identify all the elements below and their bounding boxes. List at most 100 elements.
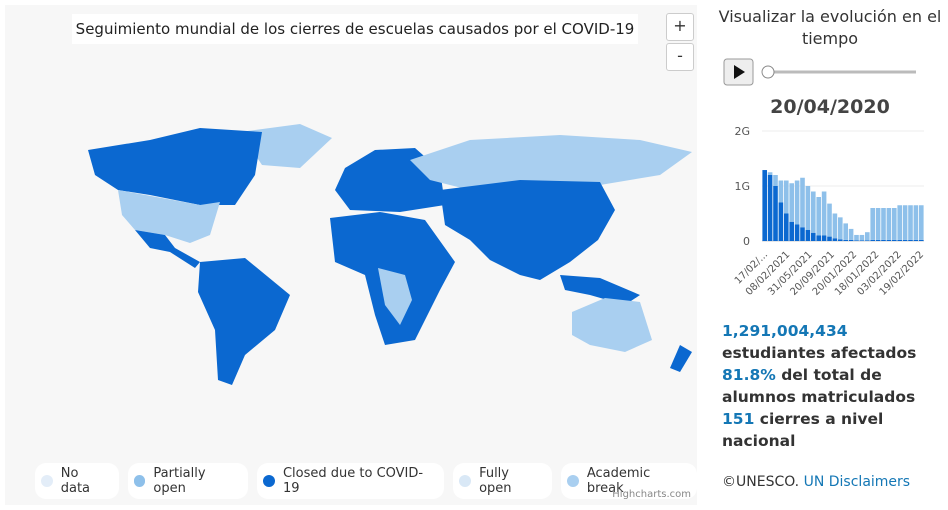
bar <box>816 197 821 236</box>
bar <box>908 205 913 240</box>
bar <box>870 208 875 240</box>
bar <box>908 239 913 241</box>
legend-item[interactable]: Closed due to COVID-19 <box>257 463 445 499</box>
bar <box>816 235 821 241</box>
bar <box>913 205 919 240</box>
bar <box>778 202 784 241</box>
bar <box>897 205 902 240</box>
bar <box>843 239 848 241</box>
southeast-asia[interactable] <box>560 275 640 305</box>
legend-swatch <box>133 475 146 487</box>
legend-swatch <box>459 475 472 487</box>
bar <box>778 180 784 203</box>
bar <box>875 208 881 240</box>
panel-title: Visualizar la evolución en el tiempo <box>718 7 942 48</box>
world-map <box>88 124 692 385</box>
player <box>723 58 916 86</box>
bar <box>854 240 859 241</box>
legend-item[interactable]: Academic break <box>561 463 697 499</box>
bar <box>827 236 832 241</box>
footer: ©UNESCO. UN Disclaimers <box>722 474 910 490</box>
stat: 81.8% del total de alumnos matriculados <box>722 364 942 408</box>
canada[interactable] <box>88 128 262 205</box>
bar <box>919 205 924 240</box>
stat-label: estudiantes afectados <box>722 344 917 362</box>
bar <box>848 228 854 240</box>
bar <box>784 180 789 214</box>
bar <box>865 240 870 241</box>
legend-item[interactable]: Partially open <box>127 463 249 499</box>
bar <box>854 234 859 241</box>
central-africa[interactable] <box>378 268 412 325</box>
credits[interactable]: Highcharts.com <box>612 489 691 500</box>
bar <box>886 239 892 241</box>
mini-chart: 01G2G17/02/...08/02/202131/05/202120/09/… <box>733 125 926 298</box>
bar <box>881 239 886 241</box>
central-america[interactable] <box>135 230 200 268</box>
stat-label: cierres a nivel nacional <box>722 410 884 450</box>
bar <box>881 208 886 240</box>
bar <box>902 239 908 241</box>
stat-value: 151 <box>722 410 755 428</box>
australia[interactable] <box>572 298 652 352</box>
map-area[interactable]: Seguimiento mundial de los cierres de es… <box>5 5 697 505</box>
bar <box>821 191 827 236</box>
bar <box>892 208 897 240</box>
bar <box>848 239 854 241</box>
asia[interactable] <box>440 180 615 280</box>
bar <box>865 232 870 241</box>
legend: No data Partially open Closed due to COVID… <box>35 463 697 499</box>
bar <box>767 172 773 175</box>
y-tick-label: 1G <box>734 180 750 193</box>
bar <box>827 203 832 237</box>
bar <box>811 191 816 233</box>
bar <box>794 224 800 241</box>
zoom-out-button[interactable]: - <box>666 43 694 71</box>
bar <box>892 239 897 241</box>
stat: 151 cierres a nivel nacional <box>722 408 942 452</box>
y-tick-label: 0 <box>743 235 750 248</box>
bar <box>859 234 865 241</box>
legend-label: Partially open <box>153 466 206 496</box>
stat-label: del total de alumnos matriculados <box>722 366 916 406</box>
usa[interactable] <box>118 190 220 243</box>
bar <box>832 213 838 239</box>
legend-item[interactable]: No data <box>35 463 119 499</box>
bar <box>789 183 794 222</box>
bar <box>773 175 778 186</box>
current-date: 20/04/2020 <box>770 96 890 118</box>
stat: 1,291,004,434 estudiantes afectados <box>722 320 942 364</box>
bar <box>919 239 924 241</box>
bar <box>784 213 789 241</box>
legend-label: Fully open <box>479 466 512 496</box>
new-zealand[interactable] <box>670 345 692 372</box>
bar <box>811 232 816 241</box>
bar <box>762 170 767 241</box>
bar <box>794 180 800 225</box>
disclaimer-link[interactable]: UN Disclaimers <box>803 474 911 490</box>
stat-value: 81.8% <box>722 366 776 384</box>
legend-label: Academic break <box>586 466 651 496</box>
play-icon <box>734 65 745 79</box>
copyright: ©UNESCO. <box>722 474 800 490</box>
south-america[interactable] <box>198 258 290 385</box>
bar <box>897 239 902 241</box>
y-tick-label: 2G <box>734 125 750 138</box>
slider-handle[interactable] <box>761 65 775 79</box>
bar <box>821 235 827 241</box>
bar <box>913 239 919 241</box>
stats: 1,291,004,434 estudiantes afectados 81.8%… <box>722 320 942 452</box>
zoom-in-button[interactable]: + <box>666 13 694 41</box>
bar <box>870 239 875 241</box>
legend-swatch <box>567 475 579 487</box>
side-panel: Visualizar la evolución en el tiempo 20/… <box>712 0 948 490</box>
legend-label: Closed due to COVID-19 <box>282 466 424 496</box>
legend-item[interactable]: Fully open <box>453 463 553 499</box>
bar <box>767 175 773 241</box>
map-title: Seguimiento mundial de los cierres de es… <box>72 14 638 44</box>
bar <box>838 239 843 241</box>
russia[interactable] <box>410 135 692 190</box>
bar <box>800 227 805 241</box>
greenland[interactable] <box>240 124 332 168</box>
